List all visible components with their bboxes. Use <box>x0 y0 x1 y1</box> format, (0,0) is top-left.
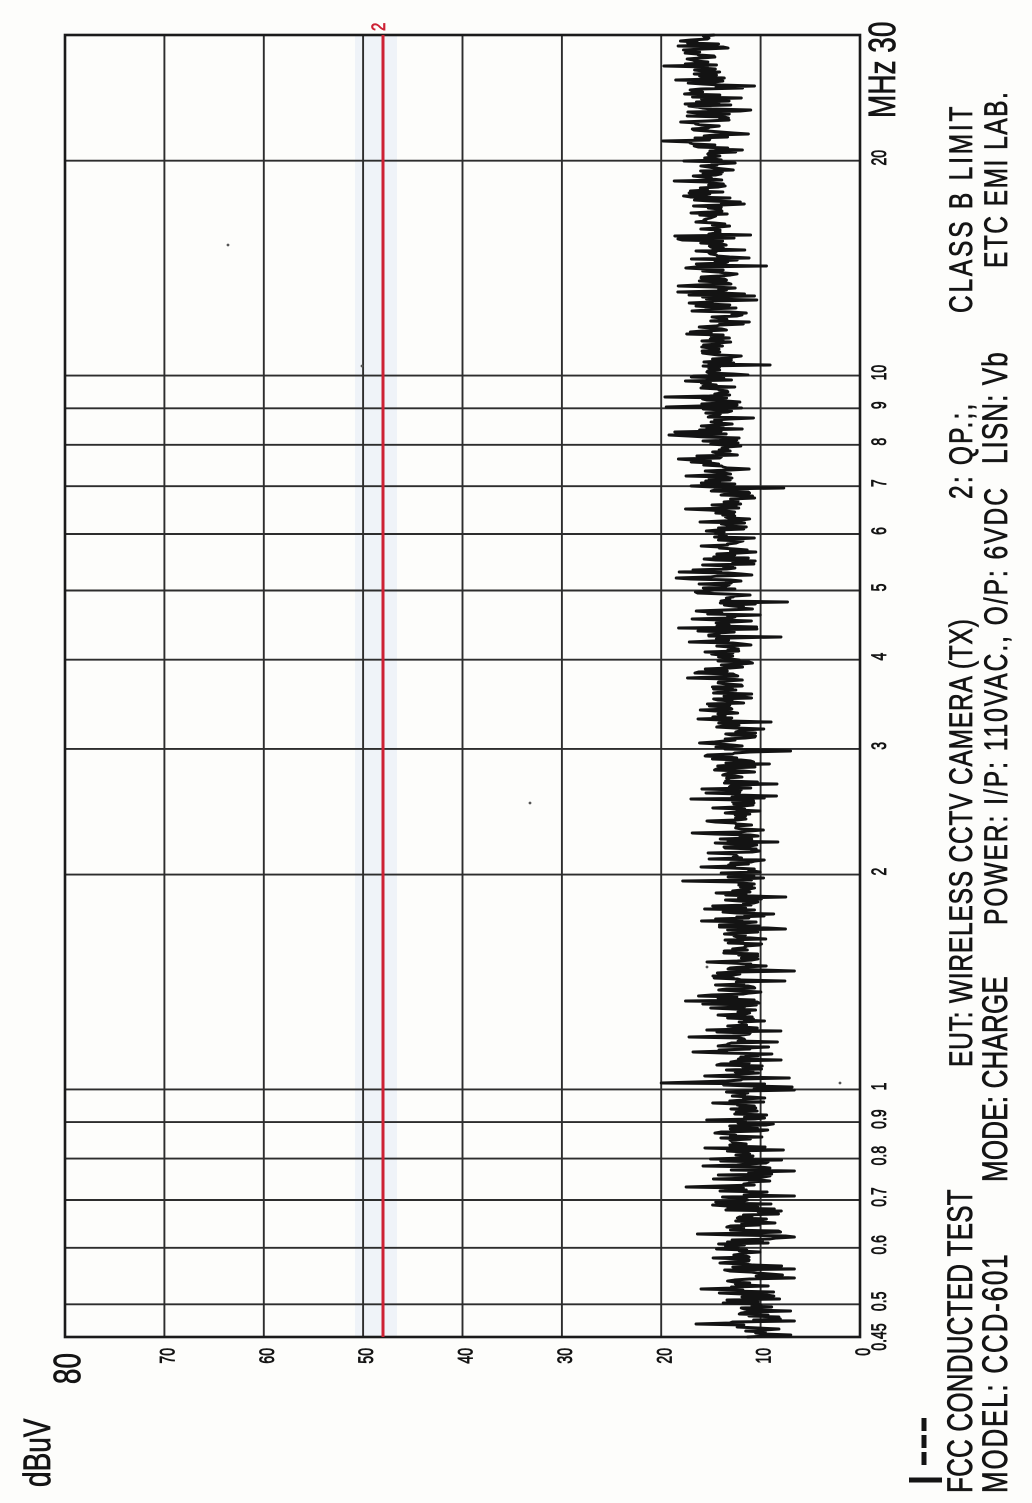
svg-text:ETC EMI LAB.: ETC EMI LAB. <box>979 91 1015 268</box>
svg-text:20: 20 <box>866 150 891 166</box>
svg-text:10: 10 <box>866 365 891 381</box>
svg-text:4: 4 <box>866 653 891 661</box>
svg-text:POWER: I/P: 110VAC., O/P: 6VDC: POWER: I/P: 110VAC., O/P: 6VDC <box>979 486 1015 925</box>
svg-text:dBuV: dBuV <box>17 1418 59 1487</box>
svg-text:7: 7 <box>866 479 891 487</box>
svg-text:MHz 30: MHz 30 <box>862 22 904 118</box>
svg-text:5: 5 <box>866 584 891 592</box>
svg-text:FCC CONDUCTED TEST: FCC CONDUCTED TEST <box>940 1189 980 1493</box>
svg-text:CLASS B LIMIT: CLASS B LIMIT <box>944 104 980 313</box>
svg-text:0.7: 0.7 <box>866 1187 891 1206</box>
svg-text:40: 40 <box>452 1348 477 1364</box>
svg-text:0.6: 0.6 <box>866 1235 891 1254</box>
svg-text:1: 1 <box>866 1083 891 1091</box>
svg-text:LISN: Vb: LISN: Vb <box>975 351 1015 464</box>
svg-text:0.8: 0.8 <box>866 1146 891 1165</box>
svg-text:2: 2 <box>367 23 389 31</box>
svg-text:20: 20 <box>651 1348 676 1364</box>
svg-text:2: 2 <box>866 868 891 876</box>
svg-text:MODEL: CCD-601: MODEL: CCD-601 <box>975 1253 1015 1493</box>
svg-text:EUT: WIRELESS CCTV CAMERA (TX): EUT: WIRELESS CCTV CAMERA (TX) <box>944 618 980 1067</box>
svg-text:MODE: CHARGE: MODE: CHARGE <box>975 976 1015 1182</box>
svg-text:50: 50 <box>353 1348 378 1364</box>
svg-text:70: 70 <box>154 1348 179 1364</box>
svg-text:0.5: 0.5 <box>866 1292 891 1311</box>
svg-text:6: 6 <box>866 527 891 535</box>
svg-text:2: QP.;,: 2: QP.;, <box>944 402 980 499</box>
svg-text:10: 10 <box>750 1348 775 1364</box>
svg-text:60: 60 <box>254 1348 279 1364</box>
svg-text:8: 8 <box>866 438 891 446</box>
svg-text:30: 30 <box>552 1348 577 1364</box>
svg-text:80: 80 <box>47 1353 89 1384</box>
svg-text:3: 3 <box>866 742 891 750</box>
svg-text:0.9: 0.9 <box>866 1109 891 1128</box>
svg-text:9: 9 <box>866 401 891 409</box>
svg-text:0.45: 0.45 <box>866 1323 891 1350</box>
svg-text:0: 0 <box>850 1348 875 1356</box>
